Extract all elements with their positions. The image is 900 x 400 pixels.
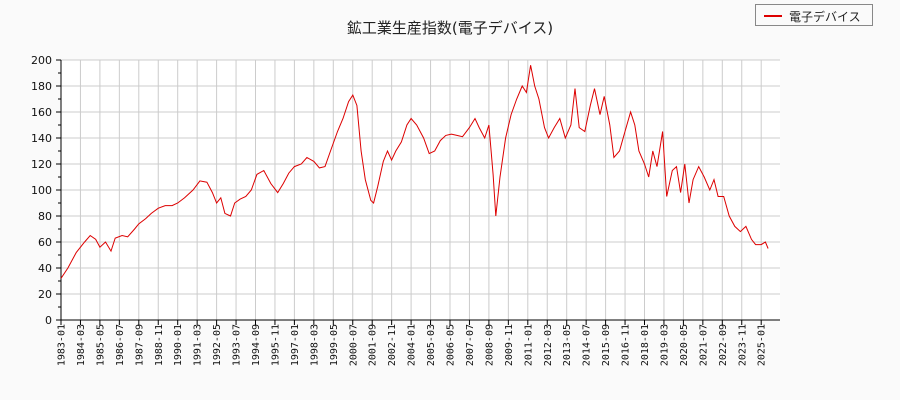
x-tick-label: 1990-01 — [173, 324, 184, 366]
x-tick-label: 2025-01 — [757, 324, 768, 366]
x-tick-label: 2023-11 — [737, 324, 748, 366]
x-tick-label: 1999-05 — [329, 324, 340, 366]
x-tick-label: 2002-11 — [387, 324, 398, 366]
x-tick-label: 2015-09 — [601, 324, 612, 366]
x-tick-label: 1997-01 — [290, 324, 301, 366]
y-axis-ticks: 0 20 40 60 80 100 120 140 160 180 200 — [31, 54, 61, 327]
y-tick-label: 180 — [31, 80, 52, 93]
x-tick-label: 1986-07 — [115, 324, 126, 366]
y-tick-label: 200 — [31, 54, 52, 67]
x-tick-label: 2019-03 — [659, 324, 670, 366]
x-tick-label: 2022-09 — [718, 324, 729, 366]
x-tick-label: 1995-11 — [270, 324, 281, 366]
x-tick-label: 2005-03 — [426, 324, 437, 366]
y-tick-label: 80 — [38, 210, 52, 223]
series-line-electronic-devices — [60, 65, 769, 279]
x-tick-label: 1993-07 — [232, 324, 243, 366]
x-tick-label: 1984-03 — [76, 324, 87, 366]
x-tick-label: 2008-09 — [484, 324, 495, 366]
x-tick-label: 2014-07 — [582, 324, 593, 366]
x-tick-label: 1994-09 — [251, 324, 262, 366]
x-tick-label: 2012-03 — [543, 324, 554, 366]
x-tick-label: 2016-11 — [621, 324, 632, 366]
legend-swatch — [764, 15, 782, 17]
x-tick-label: 2020-05 — [679, 324, 690, 366]
x-tick-label: 2004-01 — [407, 324, 418, 366]
x-tick-label: 2000-07 — [348, 324, 359, 366]
x-tick-label: 1983-01 — [57, 324, 68, 366]
x-tick-label: 2021-07 — [698, 324, 709, 366]
y-tick-label: 40 — [38, 262, 52, 275]
y-tick-label: 60 — [38, 236, 52, 249]
x-tick-label: 2018-01 — [640, 324, 651, 366]
x-tick-label: 2006-05 — [446, 324, 457, 366]
legend: 電子デバイス — [755, 4, 873, 26]
y-tick-label: 120 — [31, 158, 52, 171]
chart-title: 鉱工業生産指数(電子デバイス) — [346, 19, 554, 37]
x-tick-label: 1985-05 — [95, 324, 106, 366]
x-tick-label: 1991-03 — [193, 324, 204, 366]
legend-label: 電子デバイス — [789, 10, 861, 24]
x-tick-label: 1987-09 — [134, 324, 145, 366]
x-tick-label: 2001-09 — [368, 324, 379, 366]
x-tick-label: 2007-07 — [465, 324, 476, 366]
x-tick-label: 2009-11 — [504, 324, 515, 366]
x-tick-label: 1992-05 — [212, 324, 223, 366]
y-tick-label: 100 — [31, 184, 52, 197]
y-tick-label: 0 — [45, 314, 52, 327]
x-axis-ticks: 1983-01 1984-03 1985-05 1986-07 1987-09 1988-… — [57, 320, 768, 366]
y-tick-label: 140 — [31, 132, 52, 145]
y-tick-label: 160 — [31, 106, 52, 119]
x-tick-label: 1988-11 — [154, 324, 165, 366]
x-tick-label: 1998-03 — [309, 324, 320, 366]
grid-lines — [61, 59, 780, 320]
x-tick-label: 2011-01 — [523, 324, 534, 366]
y-tick-label: 20 — [38, 288, 52, 301]
x-tick-label: 2013-05 — [562, 324, 573, 366]
